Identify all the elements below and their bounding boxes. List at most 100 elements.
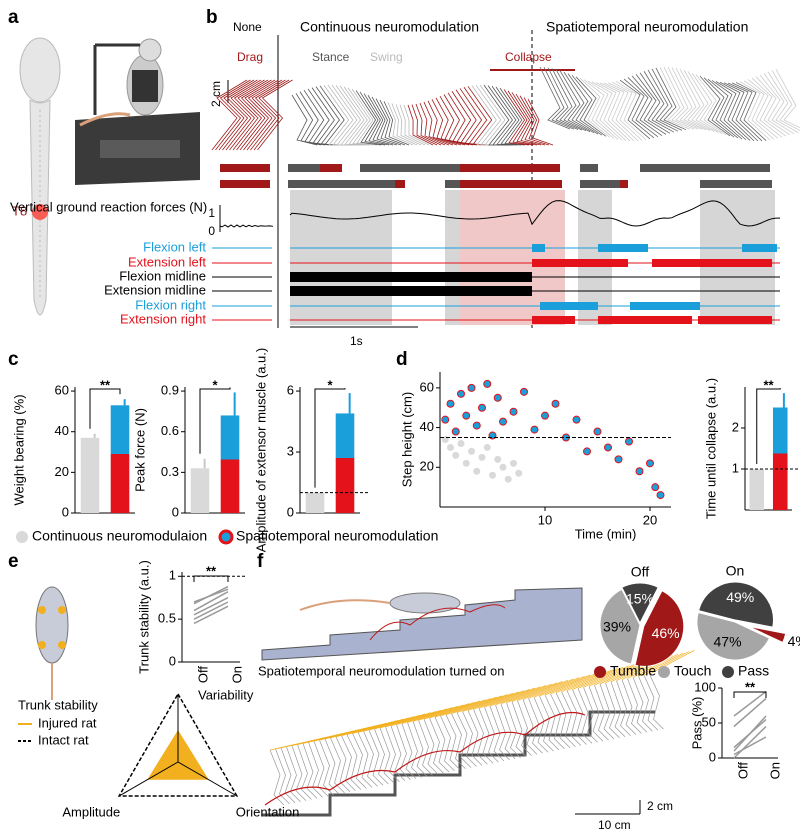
y-tick-label: 0 — [62, 504, 69, 519]
stick — [352, 733, 367, 789]
stick — [367, 95, 394, 146]
trunk — [495, 686, 541, 706]
emg-burst — [698, 316, 772, 324]
stick — [387, 102, 414, 146]
emg-burst — [742, 244, 777, 252]
significance: * — [327, 377, 333, 392]
gait-bar — [445, 180, 460, 188]
stick — [390, 725, 406, 782]
stick — [759, 74, 791, 136]
point — [457, 389, 465, 398]
emg-label: Extension right — [120, 311, 206, 326]
stick — [215, 79, 251, 151]
y-tick-label: 60 — [420, 379, 434, 394]
y-tick-label: 0.9 — [161, 383, 179, 398]
stick — [527, 98, 554, 146]
trunk — [638, 652, 684, 677]
trunk — [522, 679, 569, 700]
bar — [190, 468, 210, 513]
lesion-label: T8 — [12, 203, 27, 218]
stick — [517, 700, 532, 756]
point — [551, 399, 560, 408]
stick — [222, 79, 258, 151]
emg-label: Flexion right — [135, 297, 206, 312]
trunk — [423, 703, 470, 720]
mouse-body — [35, 586, 69, 664]
stick — [551, 68, 583, 131]
trunk — [544, 674, 591, 696]
point — [504, 475, 512, 483]
stick — [627, 678, 642, 734]
trunk — [632, 653, 679, 678]
legend-swatch — [594, 666, 606, 678]
trunk — [418, 704, 464, 721]
stick — [638, 676, 653, 732]
stick — [440, 715, 455, 772]
y-tick-label: 100 — [694, 679, 716, 694]
stick — [583, 687, 598, 743]
point — [468, 447, 475, 455]
stick — [675, 67, 707, 131]
emg-burst — [652, 259, 772, 267]
rat — [389, 592, 461, 614]
stick — [403, 104, 430, 146]
trunk — [533, 677, 580, 698]
stick — [459, 88, 486, 146]
bar — [220, 415, 240, 513]
trunk — [368, 716, 415, 731]
stick — [401, 723, 417, 779]
stick — [583, 79, 615, 139]
stick — [491, 85, 518, 146]
phase-shade — [445, 190, 460, 325]
stick — [411, 104, 438, 146]
emg-label: Flexion midline — [119, 268, 206, 283]
stick — [368, 730, 384, 786]
stick — [555, 69, 587, 132]
y-tick-label: 0 — [287, 504, 294, 519]
stick — [503, 89, 530, 146]
x-tick-label: On — [229, 666, 244, 683]
stick — [313, 741, 329, 797]
y-tick-label: 1 — [732, 460, 739, 475]
stick — [363, 93, 390, 146]
grf-tick: 0 — [208, 224, 215, 238]
stick — [478, 708, 494, 764]
pie-slice — [698, 581, 774, 628]
significance-bracket — [733, 691, 767, 698]
legend-label: Continuous neuromodulaion — [32, 528, 207, 544]
bar — [80, 437, 100, 513]
steps — [262, 710, 655, 817]
stick — [550, 693, 565, 750]
trunk — [583, 665, 629, 688]
y-tick-label: 50 — [702, 714, 716, 729]
panel-label: a — [8, 7, 19, 28]
condition-label: Spatiotemporal neuromodulation — [546, 19, 748, 35]
trunk — [445, 698, 492, 716]
trunk — [401, 708, 448, 724]
pie-slice — [634, 590, 685, 667]
grf-trace — [219, 224, 274, 228]
emg-label: Flexion left — [143, 239, 206, 254]
radar-axis — [177, 761, 238, 797]
condition-label: None — [233, 20, 262, 34]
stick — [451, 713, 466, 769]
significance: ** — [745, 679, 756, 694]
stick — [315, 86, 342, 146]
emg-burst — [532, 244, 545, 252]
stick — [643, 675, 659, 731]
phase-label: Stance — [312, 50, 350, 64]
stick — [515, 93, 542, 146]
pair-line — [193, 601, 229, 620]
stick — [275, 748, 290, 805]
legend-label: Pass — [738, 663, 769, 679]
stick — [229, 79, 265, 151]
emg-label: Extension midline — [104, 282, 206, 297]
stick — [445, 714, 461, 771]
stick — [250, 79, 286, 151]
stick — [239, 79, 276, 151]
significance-bracket — [314, 388, 346, 488]
marker — [58, 641, 66, 649]
panel-label: f — [257, 551, 264, 572]
stick — [711, 80, 743, 140]
x-tick-label: 20 — [643, 512, 657, 527]
